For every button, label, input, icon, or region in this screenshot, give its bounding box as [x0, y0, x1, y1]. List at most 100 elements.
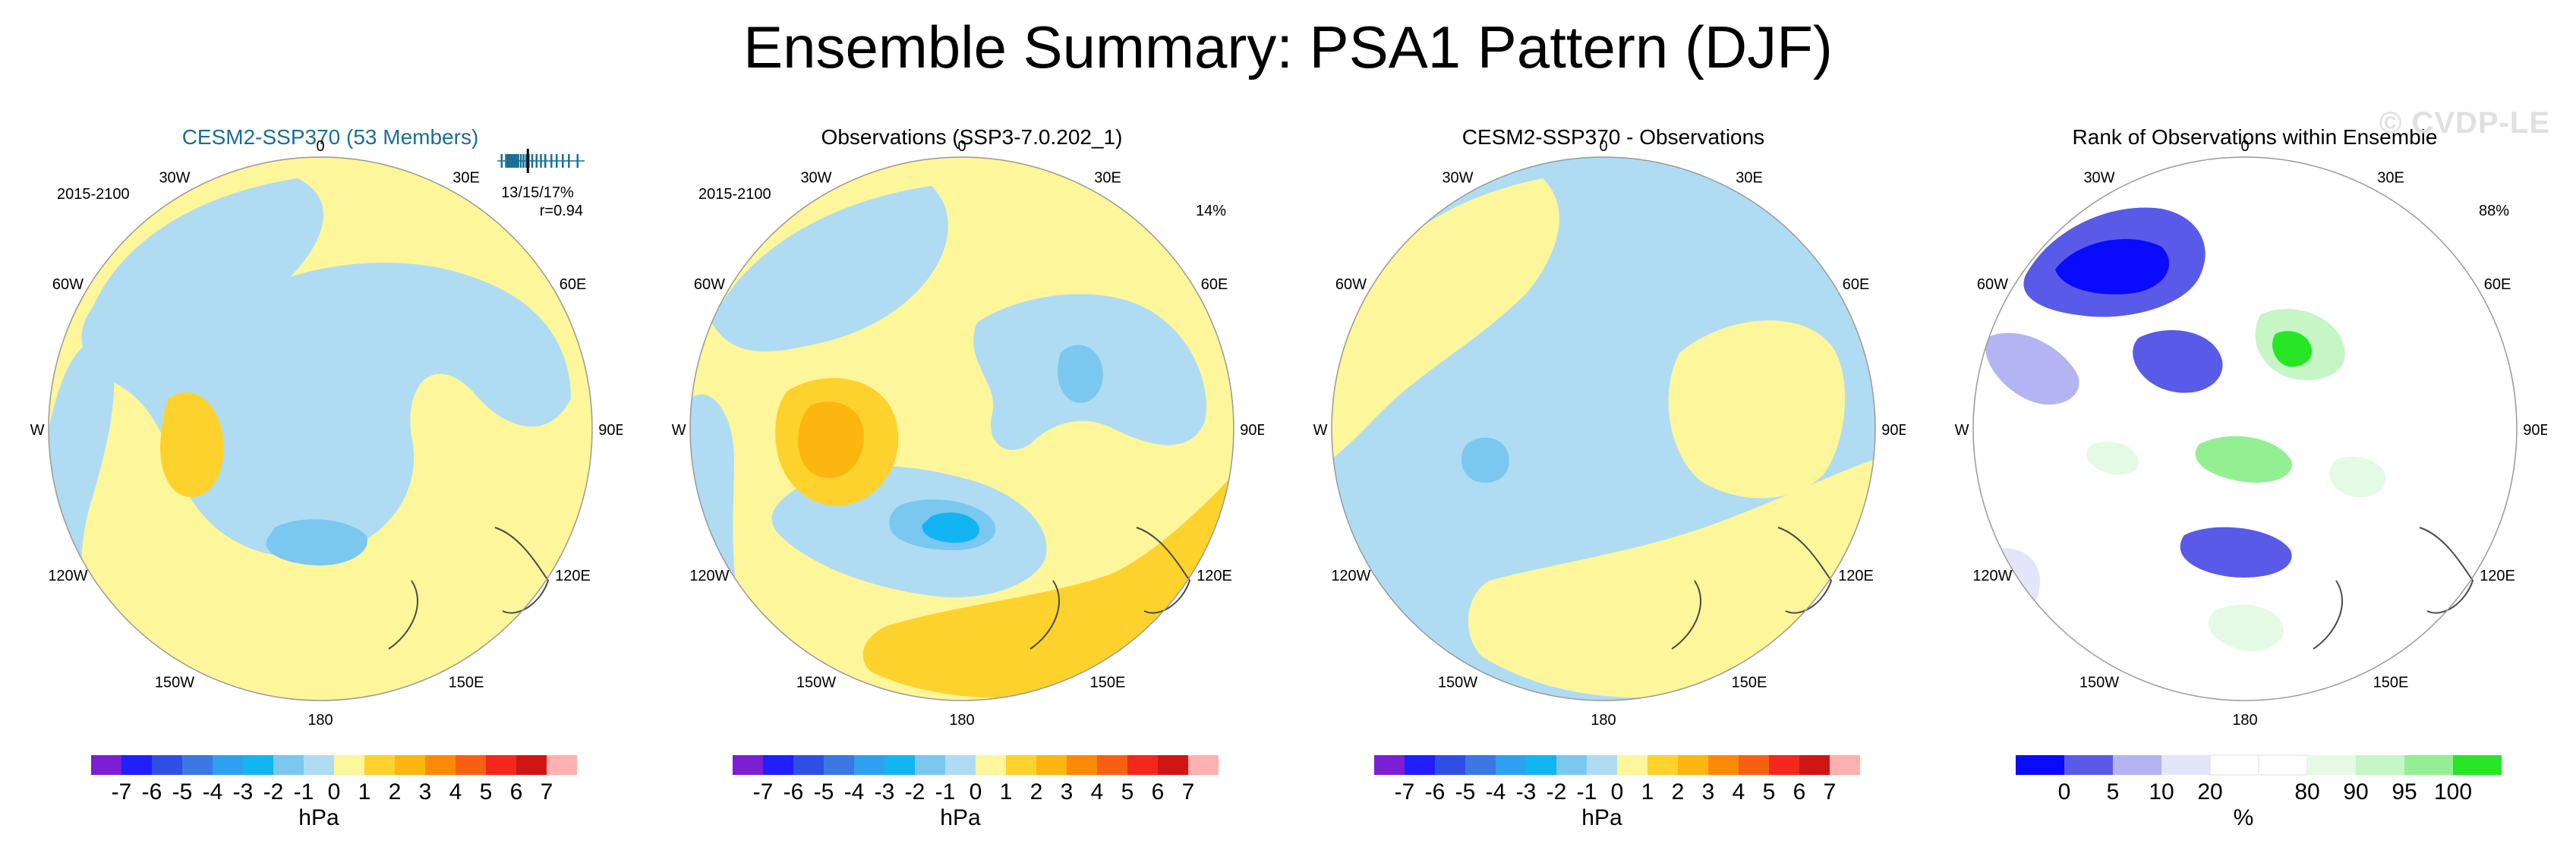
colorbar-tick-label: 3: [1061, 779, 1074, 804]
colorbar-tick-label: -4: [203, 779, 223, 804]
colorbar-swatch: [1739, 755, 1769, 775]
watermark: © CVDP-LE: [2379, 106, 2550, 140]
colorbar-swatch: [1188, 755, 1219, 775]
lon-label: 120E: [2480, 568, 2515, 584]
lon-label: 120E: [555, 568, 591, 584]
rank-low-5: [2133, 330, 2223, 393]
colorbar-swatch: [182, 755, 213, 775]
chart-svg: CESM2-SSP370 (53 Members) 2015-2100 13/15/…: [30, 125, 623, 830]
map-border: [1331, 156, 1876, 701]
colorbar-swatch: [1556, 755, 1587, 775]
lon-label: 60E: [1843, 276, 1870, 293]
colorbar-tick-label: 2: [389, 779, 402, 804]
colorbar-tick-label: -2: [263, 779, 284, 804]
colorbar-tick-label: 3: [419, 779, 432, 804]
rank-high-80: [2208, 604, 2284, 652]
colorbar-tick-label: -4: [1486, 779, 1506, 804]
colorbar-swatch: [516, 755, 547, 775]
colorbar-tick-label: 4: [1733, 779, 1745, 804]
lon-label: 180: [307, 712, 333, 729]
contour-pos-2: [160, 392, 224, 497]
colorbar-swatch: [1158, 755, 1188, 775]
chart-svg: CESM2-SSP370 - Observations030E60E90E120…: [1313, 125, 1906, 830]
contour-neg-2: [266, 519, 367, 565]
colorbar-tick-label: 20: [2197, 779, 2222, 804]
period-label: 2015-2100: [698, 186, 771, 203]
colorbar-tick-label: 5: [2107, 779, 2120, 804]
panel-observations: Observations (SSP3-7.0.202_1) 2015-2100 14…: [672, 114, 1264, 842]
colorbar-tick-label: -5: [814, 779, 834, 804]
colorbar-tick-label: 90: [2343, 779, 2368, 804]
lon-label: 60E: [560, 276, 587, 293]
panel-difference: CESM2-SSP370 - Observations 0 30E 60E 90E 120…: [1313, 114, 1906, 842]
colorbar-tick-label: 10: [2149, 779, 2174, 804]
period-label: 2015-2100: [57, 186, 130, 203]
panel-rank: Rank of Observations within Ensemble 88% 0…: [1955, 114, 2547, 842]
colorbar-swatch: [2356, 755, 2404, 775]
colorbar-swatch: [854, 755, 884, 775]
lon-label: 60E: [2484, 276, 2511, 293]
colorbar-swatch: [91, 755, 121, 775]
colorbar-tick-label: -5: [172, 779, 193, 804]
colorbar-swatch: [2113, 755, 2161, 775]
lon-label: 120E: [1197, 568, 1232, 584]
colorbar-swatch: [152, 755, 182, 775]
contour-neg-2: [1058, 345, 1103, 403]
colorbar-swatch: [915, 755, 945, 775]
lon-label: 30W: [2083, 169, 2114, 186]
lon-label: 150W: [2079, 675, 2119, 691]
lon-label: 90E: [1881, 422, 1906, 439]
contour-neg-3: [922, 512, 980, 543]
lon-label: 120E: [1838, 568, 1874, 584]
colorbar-tick-label: 3: [1702, 779, 1715, 804]
colorbar-tick-label: 6: [510, 779, 523, 804]
lon-label: 0: [2240, 138, 2249, 155]
colorbar-tick-label: 7: [1824, 779, 1837, 804]
rank-high-80: [2329, 456, 2386, 497]
contour-pos-3: [798, 401, 864, 478]
colorbar-swatch: [2307, 755, 2356, 775]
lon-label: 120W: [689, 568, 729, 584]
colorbar-tick-label: -3: [1516, 779, 1537, 804]
colorbar-swatch: [2209, 754, 2259, 776]
lon-label: 30W: [1442, 169, 1473, 186]
colorbar-tick-label: 5: [480, 779, 493, 804]
coastline: [388, 580, 419, 650]
colorbar-swatch: [1036, 755, 1067, 775]
colorbar-swatch: [334, 755, 364, 775]
colorbar-tick-label: -6: [1425, 779, 1446, 804]
lon-label: 90W: [1955, 422, 1969, 439]
colorbar-swatch: [1799, 755, 1830, 775]
coastline: [2419, 527, 2474, 614]
lon-label: 30E: [2377, 169, 2404, 186]
lon-label: 150E: [1090, 675, 1126, 691]
colorbar-tick-label: -1: [294, 779, 314, 804]
colorbar-swatch: [2404, 755, 2453, 775]
colorbar-tick-label: 6: [1152, 779, 1165, 804]
map-border: [689, 156, 1234, 701]
colorbar-tick-label: 4: [449, 779, 462, 804]
panel-title: CESM2-SSP370 (53 Members): [182, 125, 479, 149]
colorbar-tick-label: -3: [875, 779, 895, 804]
colorbar-swatch: [824, 755, 854, 775]
lon-label: 60W: [52, 276, 84, 293]
lon-label: 30E: [1094, 169, 1121, 186]
colorbar-tick-label: 100: [2434, 779, 2472, 804]
colorbar-swatch: [547, 755, 577, 775]
colorbar-tick-label: -6: [784, 779, 804, 804]
field-contours: [49, 178, 571, 657]
colorbar-swatch: [486, 755, 516, 775]
colorbar-tick-label: 1: [358, 779, 371, 804]
lon-label: 0: [957, 138, 966, 155]
chart-svg: Observations (SSP3-7.0.202_1)2015-210014…: [672, 125, 1264, 830]
colorbar-unit: hPa: [940, 805, 981, 830]
colorbar-tick-label: 80: [2294, 779, 2319, 804]
panel-title: Rank of Observations within Ensemble: [2073, 125, 2438, 149]
colorbar-swatch: [1830, 755, 1860, 775]
colorbar-swatch: [1405, 755, 1435, 775]
rank-low-10: [1985, 332, 2079, 405]
rank-high-100: [2272, 331, 2313, 367]
colorbar-swatch: [1496, 755, 1526, 775]
lon-label: 120W: [1331, 568, 1370, 584]
percent-label: 88%: [2479, 203, 2509, 219]
